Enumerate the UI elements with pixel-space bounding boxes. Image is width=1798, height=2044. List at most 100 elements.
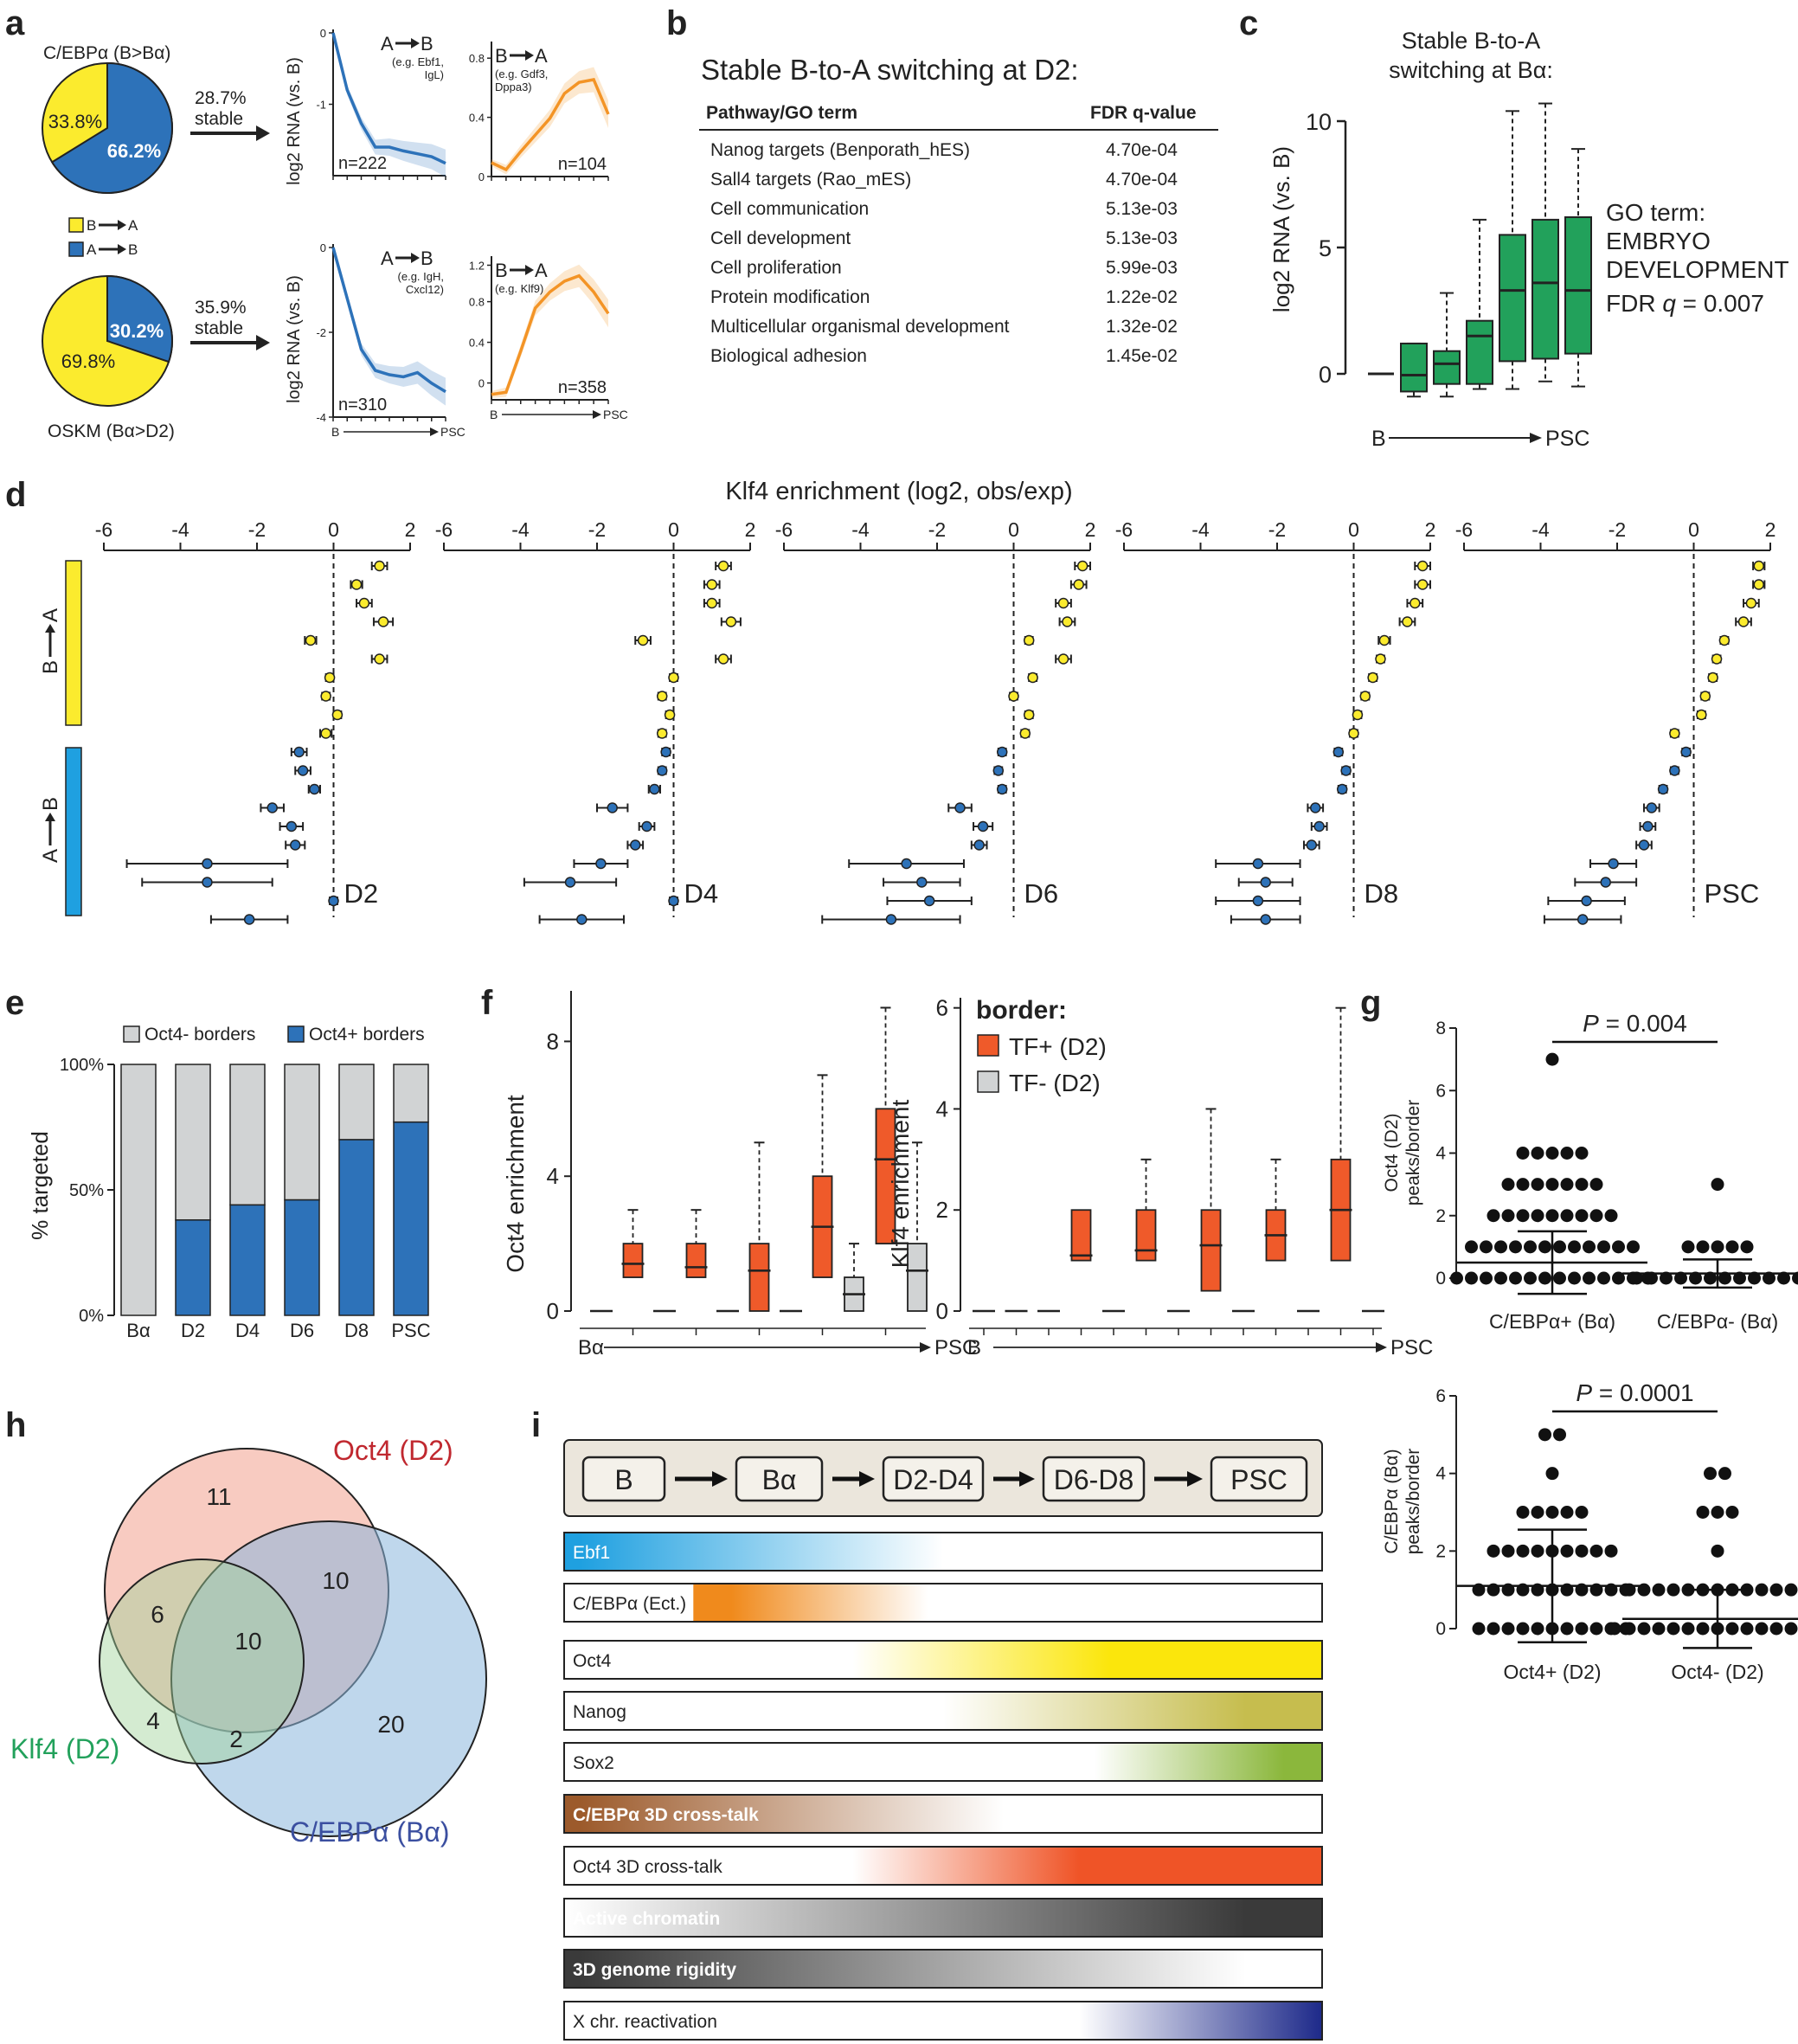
c-box-rect [1433,350,1461,385]
g-category-label: Oct4+ (D2) [1503,1661,1601,1683]
g-data-point [1666,1622,1680,1636]
g-ytick-label: 6 [1435,1081,1446,1101]
d-point [706,579,717,590]
g-data-point [1711,1544,1724,1558]
e-bar-positive [338,1139,375,1316]
pie-label-blue: 30.2% [110,320,164,342]
f-ytick-label: 4 [936,1096,948,1122]
pie-chart-cebpa: 66.2%33.8% [42,61,173,194]
d-point [286,820,298,832]
g-data-point [1575,1209,1589,1223]
g-data-point [1487,1622,1500,1636]
d-point [1352,709,1364,721]
b-row-fdr: 5.99e-03 [1106,258,1178,278]
a-example-genes: (e.g. Gdf3, [495,67,548,80]
f-x-arrowhead [920,1342,931,1353]
g-data-point [1553,1271,1566,1285]
d-point [1608,858,1619,870]
e-bar-positive [229,1204,266,1316]
a-ytick-label: 0 [320,27,326,40]
a-title-arrowhead [525,50,534,61]
g-data-point [1560,1622,1574,1636]
d-xtick-label: -6 [435,518,453,541]
g-data-point [1740,1240,1754,1254]
g-data-point [1718,1467,1731,1481]
d-point [1416,579,1429,590]
b-row-term: Nanog targets (Benporath_hES) [710,140,970,160]
c-box-rect [1400,342,1428,393]
g-data-point [1568,1240,1581,1254]
e-bar-positive [175,1219,211,1316]
a-example-genes: (e.g. IgH, [398,270,444,283]
f-box-rect [1200,1209,1222,1292]
i-bar-gradient [565,2002,1321,2039]
a-ytick-label: -4 [316,411,326,424]
venn-oct4-klf4: 6 [151,1601,164,1628]
d-xtick-label: -2 [588,518,606,541]
i-stage-arrowhead [1019,1471,1035,1487]
d-xtick-label: -2 [248,518,266,541]
d-point [293,746,305,758]
g-data-point [1545,1147,1559,1160]
g-data-point [1725,1506,1739,1519]
b-col2: FDR q-value [1090,103,1197,123]
panel-letter-a: a [5,4,25,42]
b-row-term: Protein modification [710,287,870,307]
g-data-point [1575,1544,1589,1558]
f-x-arrowhead [1376,1342,1387,1353]
g-data-point [1696,1240,1710,1254]
e-bar-negative [120,1064,157,1316]
d-point [1410,597,1421,609]
d-side-bar-blue [65,747,82,916]
d-point [923,895,935,907]
pie2-arrowhead [256,335,270,350]
pie2-stable-word: stable [195,318,243,338]
g-data-point [1681,1240,1695,1254]
g-data-point [1545,1178,1559,1192]
a-x-arrowhead [430,427,439,436]
f-box-rect [685,1243,707,1278]
d-xtick-label: -6 [1115,518,1133,541]
e-xtick-label: Bα [126,1320,151,1341]
g-data-point [1711,1240,1724,1254]
a-mean-line [331,32,446,165]
b-row-term: Cell communication [710,199,869,219]
d-forest-panel: -6 -4 -2 0 2 D8 [1115,518,1435,925]
b-row-term: Biological adhesion [710,346,867,366]
a-ytick-label: 0 [478,170,485,183]
e-bar-negative [284,1064,320,1201]
f-box-rect [748,1243,770,1312]
g-data-point [1769,1583,1783,1597]
d-forest-panel: -6 -4 -2 0 2 D6 [775,518,1095,925]
g-data-point [1755,1622,1769,1636]
d-xtick-label: -2 [1609,518,1626,541]
d-point [1057,653,1069,665]
g-data-point [1545,1467,1559,1481]
b-row-fdr: 5.13e-03 [1106,228,1178,248]
d-xtick-label: 0 [328,518,339,541]
g-data-point [1545,1506,1559,1519]
a-title-arrowhead [411,38,420,48]
d-point [706,597,717,609]
pie-slice-blue [106,274,173,363]
d-point [1057,597,1069,609]
g-data-point [1516,1506,1530,1519]
f-legend-tf-neg: TF- (D2) [1009,1070,1101,1096]
f-ytick-label: 0 [936,1298,948,1324]
i-bar-label: C/EBPα (Ect.) [573,1594,686,1614]
d-point [656,691,668,702]
d-point [717,560,729,572]
g-data-point [1612,1271,1625,1285]
a-ytick-label: 0 [478,377,485,390]
d-point [297,765,309,776]
legend2-arrowhead [118,244,126,254]
e-xtick-label: D8 [344,1320,369,1341]
g-data-point [1575,1178,1589,1192]
g-data-point [1696,1506,1710,1519]
g-data-point [1501,1622,1515,1636]
g-ytick-label: 4 [1435,1144,1446,1164]
f-box-rect [1070,1209,1092,1262]
panel-letter-c: c [1239,4,1258,42]
d-point [564,877,576,888]
i-stage-label: D2-D4 [893,1464,973,1495]
